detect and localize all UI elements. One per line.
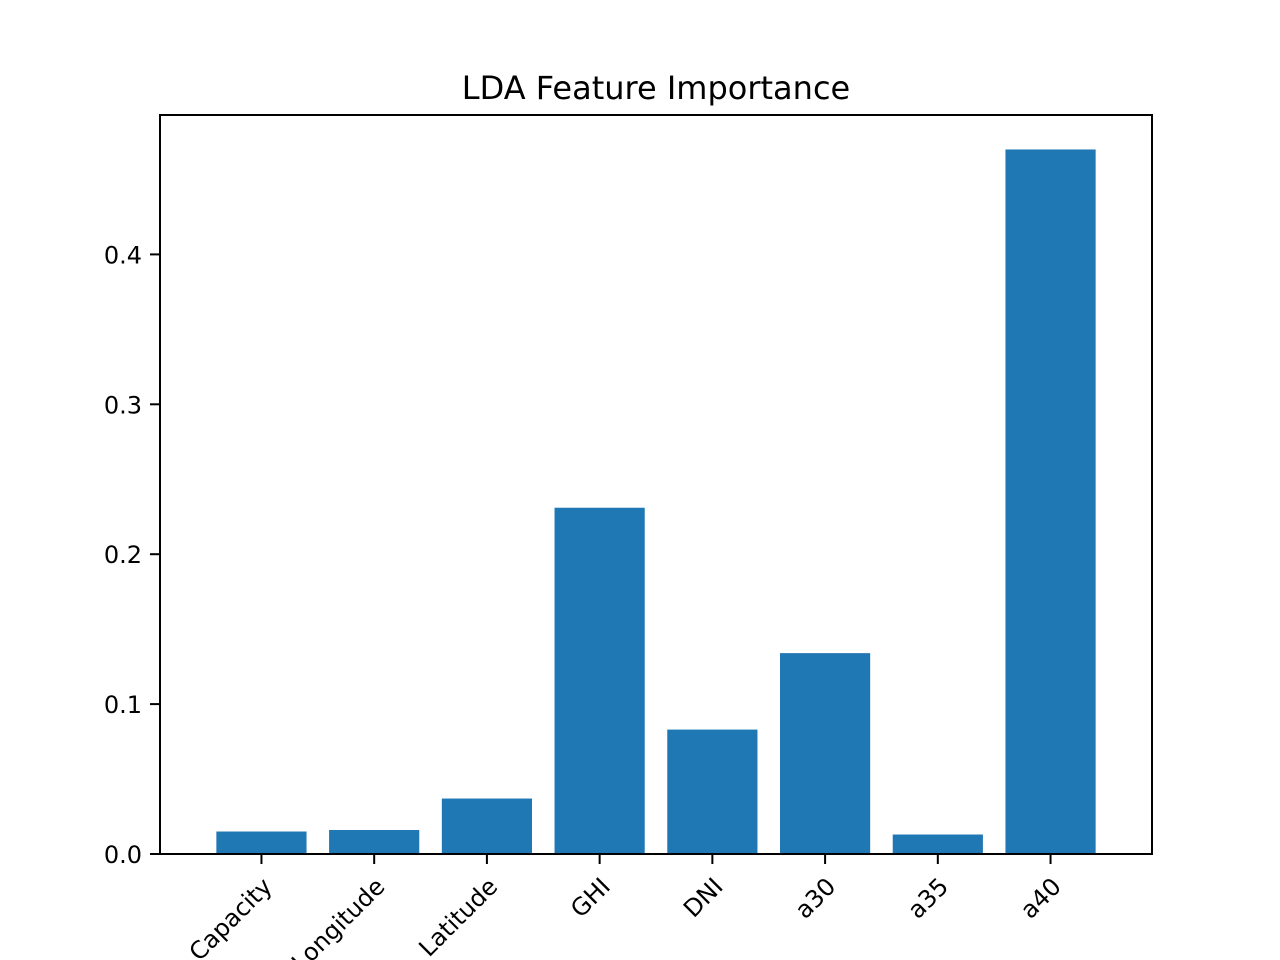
plot-area-frame — [159, 114, 1153, 855]
bar-a40 — [1005, 149, 1096, 854]
y-tick-label-3: 0.3 — [104, 391, 142, 419]
x-tick-label-a40: a40 — [1015, 872, 1067, 924]
x-tick-label-a30: a30 — [790, 872, 842, 924]
y-axis: 0.0 0.1 0.2 0.3 0.4 — [104, 241, 160, 869]
bars-group — [216, 149, 1096, 854]
y-tick-label-2: 0.2 — [104, 541, 142, 569]
x-axis: Capacity Longitude Latitude GHI DNI a30 a35 a40 — [184, 854, 1067, 960]
bar-ghi — [554, 507, 645, 854]
chart-title: LDA Feature Importance — [462, 69, 850, 107]
x-tick-label-longitude: Longitude — [286, 872, 390, 960]
bar-capacity — [216, 831, 307, 854]
y-tick-label-0: 0.0 — [104, 841, 142, 869]
y-tick-label-4: 0.4 — [104, 241, 142, 269]
x-tick-label-dni: DNI — [678, 872, 729, 923]
x-tick-label-a35: a35 — [902, 872, 954, 924]
bar-dni — [667, 729, 758, 854]
x-tick-label-latitude: Latitude — [414, 872, 504, 960]
bar-a30 — [780, 653, 871, 854]
x-tick-label-capacity: Capacity — [184, 872, 278, 960]
y-tick-label-1: 0.1 — [104, 691, 142, 719]
bar-a35 — [892, 834, 983, 854]
bar-longitude — [329, 830, 420, 854]
bar-latitude — [441, 798, 532, 854]
x-tick-label-ghi: GHI — [565, 872, 616, 923]
